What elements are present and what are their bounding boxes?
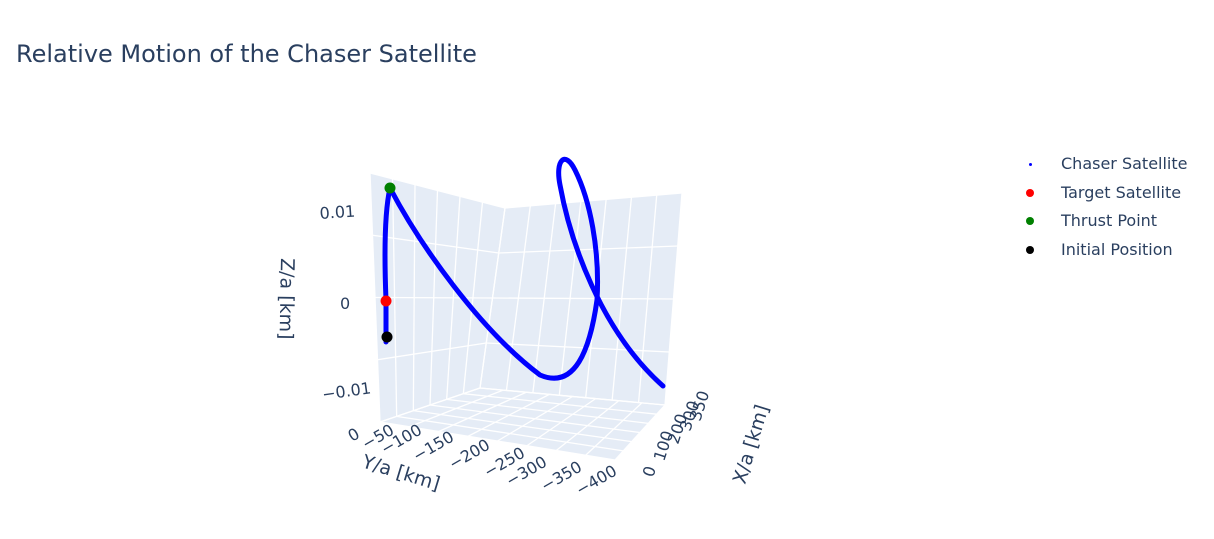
- left-wall-gridline: [372, 234, 499, 254]
- target-satellite-marker[interactable]: [380, 295, 392, 307]
- x-tick-label: 0: [639, 464, 660, 480]
- floor-gridline: [555, 400, 620, 452]
- floor: [380, 388, 665, 460]
- left-wall-gridline: [369, 172, 506, 209]
- legend-label: Target Satellite: [1061, 182, 1182, 202]
- grid-lines: [369, 172, 683, 461]
- initial-position-marker[interactable]: [381, 331, 393, 343]
- legend-marker-blue: [1029, 163, 1032, 166]
- back-wall-gridline: [492, 297, 674, 300]
- floor-gridline: [409, 389, 504, 428]
- z-axis-title: Z/a [km]: [275, 258, 298, 340]
- legend-label: Thrust Point: [1061, 211, 1158, 230]
- thrust-point-marker[interactable]: [384, 182, 396, 194]
- legend-label: Initial Position: [1061, 239, 1173, 259]
- chart-title: Relative Motion of the Chaser Satellite: [16, 40, 477, 68]
- back-wall-gridline: [498, 245, 678, 254]
- floor-gridline: [467, 393, 550, 437]
- floor-gridline: [379, 387, 481, 423]
- floor-gridline: [526, 398, 596, 447]
- back-wall-gridline: [504, 192, 683, 209]
- left-wall-gridline: [377, 342, 487, 361]
- legend-marker-red: [1026, 188, 1034, 197]
- x-tick-label: 350: [686, 388, 714, 423]
- floor-gridline: [585, 402, 643, 456]
- floor-gridline: [614, 404, 666, 461]
- y-tick-label: 0: [345, 424, 363, 446]
- legend-marker-black: [1026, 245, 1034, 254]
- z-tick-label: −0.01: [321, 378, 372, 404]
- floor-gridline: [497, 395, 573, 442]
- left-wall-gridline: [374, 296, 493, 299]
- back-wall-gridline: [486, 342, 670, 353]
- z-tick-label: 0.01: [319, 202, 356, 223]
- x-axis-title: X/a [km]: [729, 402, 774, 486]
- z-tick-label: 0: [340, 294, 350, 313]
- floor-gridline: [438, 391, 527, 433]
- legend-marker-green: [1026, 217, 1034, 225]
- legend-label: Chaser Satellite: [1061, 154, 1188, 173]
